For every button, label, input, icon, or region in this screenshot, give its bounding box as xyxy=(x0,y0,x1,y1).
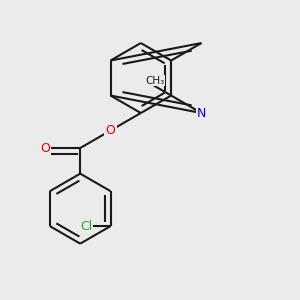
Text: N: N xyxy=(197,106,206,119)
Text: CH₃: CH₃ xyxy=(146,76,165,85)
Text: Cl: Cl xyxy=(80,220,92,232)
Text: O: O xyxy=(40,142,50,154)
Text: O: O xyxy=(106,124,116,137)
